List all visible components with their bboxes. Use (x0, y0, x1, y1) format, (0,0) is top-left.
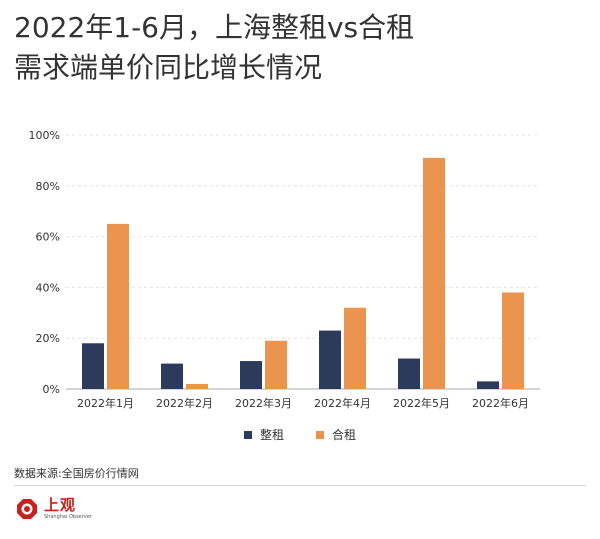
y-tick-label: 20% (36, 332, 60, 345)
legend-swatch-series-2 (316, 430, 324, 439)
bar-series-1 (319, 330, 341, 389)
x-tick-label: 2022年1月 (77, 396, 134, 410)
bar-series-2 (265, 340, 287, 389)
y-tick-label: 60% (36, 231, 60, 244)
bar-series-1 (477, 381, 499, 389)
bar-series-1 (240, 361, 262, 389)
logo-name: 上观 (44, 496, 77, 514)
y-tick-label: 40% (36, 281, 60, 294)
bar-series-2 (344, 307, 366, 389)
bar-series-1 (398, 358, 420, 389)
legend-item-series-2: 合租 (316, 426, 356, 443)
bar-series-2 (423, 157, 445, 389)
octagon-logo-icon (17, 499, 37, 519)
brand-logo: 上观 Shanghai Observer (16, 498, 92, 520)
legend-item-series-1: 整租 (243, 426, 284, 443)
logo-subtitle: Shanghai Observer (44, 514, 92, 520)
x-tick-label: 2022年3月 (235, 396, 292, 410)
x-tick-label: 2022年2月 (156, 396, 213, 410)
x-tick-label: 2022年6月 (472, 396, 529, 410)
y-tick-label: 80% (36, 180, 60, 193)
x-tick-label: 2022年4月 (314, 396, 371, 410)
bar-series-2 (107, 223, 129, 389)
legend-label-series-1: 整租 (259, 428, 284, 442)
y-tick-label: 0% (43, 383, 60, 396)
y-tick-label: 100% (29, 129, 60, 142)
bar-chart: 0% 20% 40% 60% 80% 100% 2022年1月 2022年2月 2022年3月 2… (29, 129, 540, 410)
data-source-note: 数据来源:全国房价行情网 (14, 467, 139, 480)
legend: 整租 合租 (0, 426, 600, 443)
chart-title: 2022年1-6月，上海整租vs合租 需求端单价同比增长情况 (14, 8, 414, 88)
legend-label-series-2: 合租 (332, 428, 357, 442)
legend-swatch-series-1 (243, 430, 252, 439)
x-tick-label: 2022年5月 (393, 396, 450, 410)
bar-series-2 (502, 292, 524, 389)
chart-title-line-1: 2022年1-6月，上海整租vs合租 (14, 11, 415, 44)
bar-series-1 (161, 363, 183, 389)
bar-series-2 (186, 383, 208, 389)
divider (14, 485, 586, 486)
chart-title-line-2: 需求端单价同比增长情况 (14, 51, 323, 84)
bar-series-1 (82, 343, 104, 389)
